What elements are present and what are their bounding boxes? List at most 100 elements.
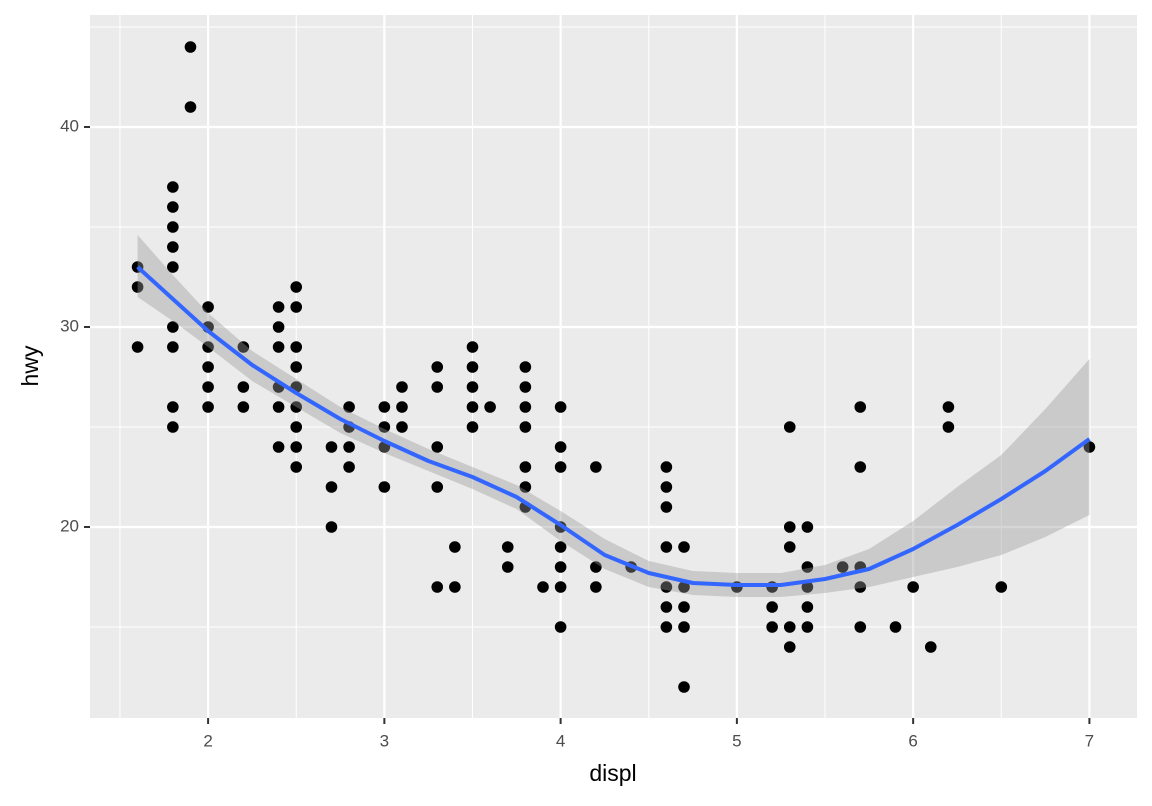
- x-tick-label: 2: [203, 731, 212, 750]
- point: [678, 601, 690, 613]
- point: [325, 481, 338, 493]
- point: [678, 621, 690, 633]
- point: [554, 401, 567, 413]
- point: [184, 41, 197, 53]
- point: [554, 581, 567, 593]
- point: [449, 581, 461, 593]
- point: [202, 381, 214, 393]
- x-tick-label: 7: [1085, 731, 1094, 750]
- x-tick-label: 4: [556, 731, 565, 750]
- point: [660, 501, 673, 513]
- point: [854, 401, 867, 413]
- point: [431, 581, 444, 593]
- point: [783, 421, 796, 433]
- point: [942, 401, 955, 413]
- point: [202, 401, 214, 413]
- point: [272, 441, 285, 453]
- point: [801, 561, 814, 573]
- point: [519, 461, 532, 473]
- point: [290, 401, 303, 413]
- point: [660, 461, 673, 473]
- point: [167, 221, 179, 233]
- point: [519, 421, 532, 433]
- point: [801, 621, 814, 633]
- point: [537, 581, 549, 593]
- point: [854, 461, 867, 473]
- point: [854, 621, 867, 633]
- point: [131, 341, 144, 353]
- point: [554, 441, 567, 453]
- point: [801, 581, 814, 593]
- point: [167, 201, 179, 213]
- point: [1083, 441, 1096, 453]
- point: [272, 301, 285, 313]
- point: [466, 341, 479, 353]
- point: [519, 481, 532, 493]
- x-tick-label: 6: [908, 731, 917, 750]
- point: [449, 541, 461, 553]
- point: [431, 381, 444, 393]
- x-tick-label: 5: [732, 731, 741, 750]
- point: [942, 421, 955, 433]
- point: [678, 681, 690, 693]
- point: [554, 541, 567, 553]
- point: [237, 341, 250, 353]
- point: [237, 401, 250, 413]
- point: [431, 361, 444, 373]
- point: [484, 401, 496, 413]
- point: [801, 601, 814, 613]
- point: [554, 621, 567, 633]
- point: [167, 421, 179, 433]
- point: [343, 461, 355, 473]
- point: [167, 321, 179, 333]
- point: [272, 401, 285, 413]
- x-axis-title: displ: [589, 760, 636, 786]
- point: [343, 441, 355, 453]
- point: [678, 541, 690, 553]
- point: [167, 341, 179, 353]
- point: [766, 621, 778, 633]
- point: [290, 461, 303, 473]
- point: [889, 621, 902, 633]
- point: [290, 421, 303, 433]
- point: [466, 381, 479, 393]
- point: [290, 301, 303, 313]
- point: [660, 581, 673, 593]
- point: [466, 401, 479, 413]
- point: [378, 421, 391, 433]
- point: [466, 421, 479, 433]
- point: [202, 341, 214, 353]
- point: [501, 561, 514, 573]
- point: [519, 401, 532, 413]
- smooth-line: [136, 265, 1091, 587]
- point: [167, 261, 179, 273]
- point: [519, 361, 532, 373]
- point: [466, 361, 479, 373]
- point: [167, 401, 179, 413]
- point: [783, 521, 796, 533]
- y-axis-title: hwy: [17, 345, 43, 386]
- point: [783, 641, 796, 653]
- x-tick-label: 3: [380, 731, 389, 750]
- confidence-band: [137, 235, 1090, 597]
- point: [325, 521, 338, 533]
- point: [167, 241, 179, 253]
- point: [783, 541, 796, 553]
- point: [854, 581, 867, 593]
- point: [554, 561, 567, 573]
- point: [766, 601, 778, 613]
- point: [995, 581, 1008, 593]
- point: [290, 341, 303, 353]
- y-tick-label: 30: [60, 316, 79, 335]
- point: [396, 421, 408, 433]
- point: [272, 341, 285, 353]
- point: [272, 321, 285, 333]
- point: [396, 401, 408, 413]
- plot-layer: [131, 41, 1096, 693]
- panel: [90, 15, 1137, 718]
- point: [554, 461, 567, 473]
- point: [431, 481, 444, 493]
- point: [325, 441, 338, 453]
- point: [290, 281, 303, 293]
- point: [660, 541, 673, 553]
